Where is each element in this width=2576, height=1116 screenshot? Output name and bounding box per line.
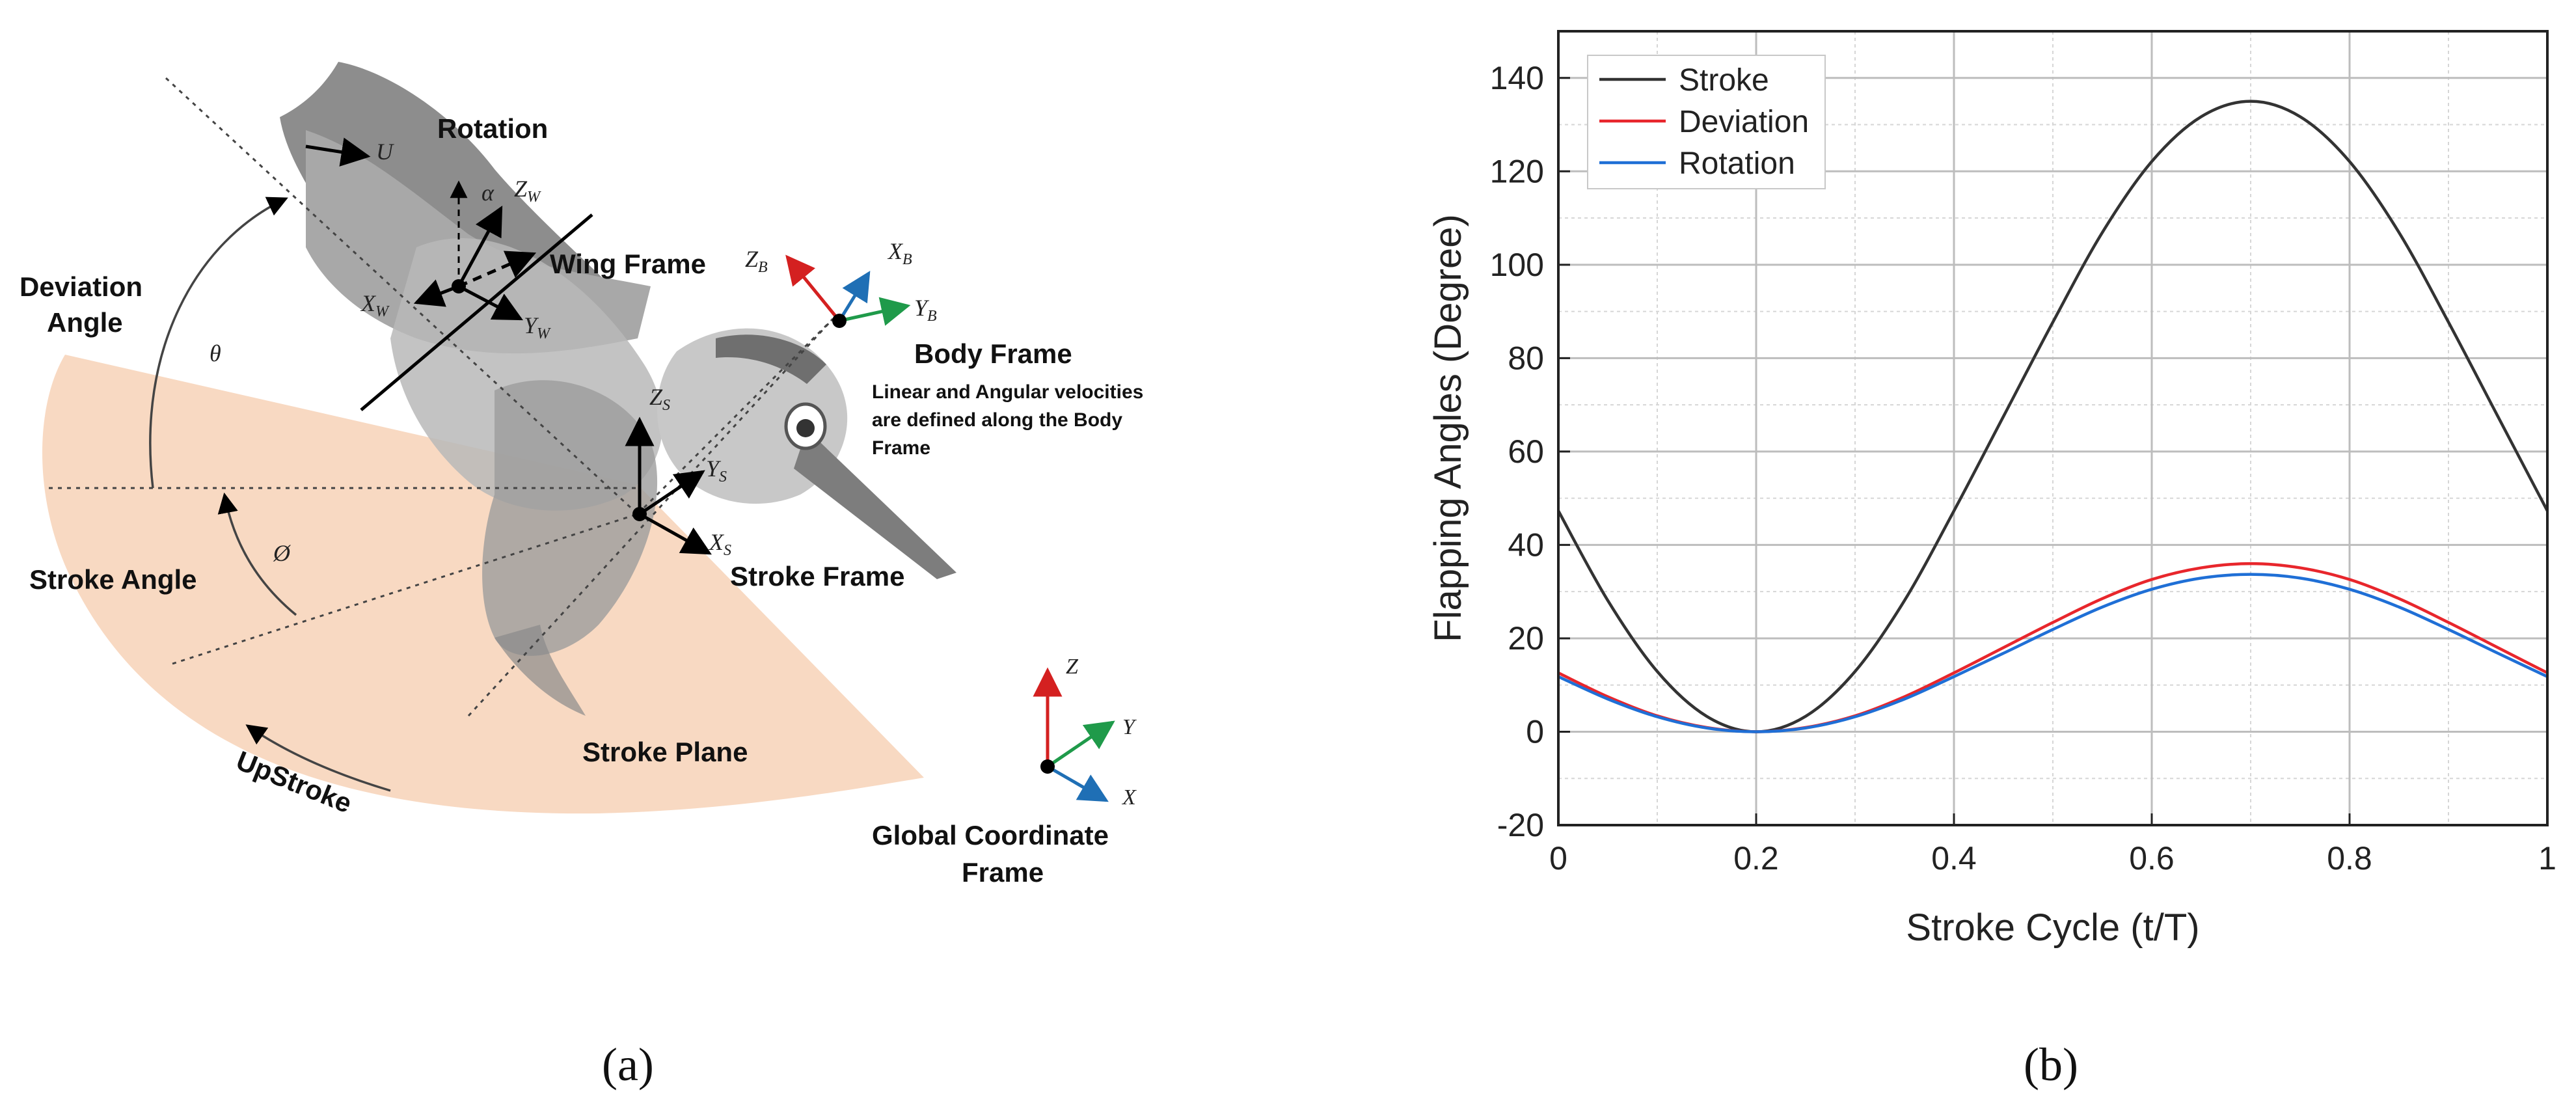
zw-label: ZW [514,176,541,206]
stroke-plane-label: Stroke Plane [582,737,748,767]
x-tick-label: 0.8 [2327,840,2372,877]
global-frame-label-line1: Global Coordinate [872,820,1109,851]
y-tick-label: 80 [1508,340,1544,376]
xb-label: XB [887,238,912,268]
y-tick-label: -20 [1497,807,1544,843]
zb-label: ZB [745,246,768,276]
global-y-label: Y [1122,715,1137,739]
deviation-label-line1: Deviation [20,271,142,302]
body-frame-axes [785,254,911,326]
x-axis-label: Stroke Cycle (t/T) [1906,906,2199,949]
stroke-angle-arc [217,492,297,616]
u-label: U [376,139,394,165]
theta-label: θ [210,340,221,366]
wing-frame-label: Wing Frame [550,249,706,279]
legend-label-stroke: Stroke [1679,63,1769,98]
y-tick-label: 0 [1526,713,1544,750]
y-tick-label: 20 [1508,620,1544,657]
ys-label: YS [706,456,727,485]
global-x-label: X [1121,785,1137,810]
body-frame-label: Body Frame [914,338,1072,369]
wing-frame-axes [305,137,593,411]
stroke-frame-origin [632,507,647,521]
x-tick-label: 0.6 [2129,840,2175,877]
series-line-deviation [1558,562,2549,733]
y-tick-label: 40 [1508,526,1544,563]
panel-a-diagram: Rotation U α ZW Wing Frame XW YW Deviati… [20,62,1143,1091]
phi-label: Ø [273,540,291,566]
global-frame-axes [1033,667,1115,802]
bird-illustration [280,62,956,716]
x-tick-label: 0 [1549,840,1567,877]
body-frame-origin [832,314,847,328]
stroke-frame-label: Stroke Frame [730,561,904,592]
y-tick-label: 120 [1490,153,1544,189]
stroke-angle-label: Stroke Angle [29,564,197,595]
panel-a-caption: (a) [602,1039,654,1091]
plot-area-frame [1557,30,2549,826]
rotation-label: Rotation [437,113,548,144]
legend-label-rotation: Rotation [1679,146,1795,181]
stroke-frame-axes [625,416,712,555]
xw-label: XW [360,290,390,320]
zs-label: ZS [649,384,670,414]
x-tick-label: 0.2 [1733,840,1779,877]
alpha-label: α [481,180,495,206]
global-z-label: Z [1066,655,1079,679]
y-tick-label: 60 [1508,433,1544,470]
yw-label: YW [524,312,551,342]
y-tick-label: 100 [1490,247,1544,283]
xs-label: XS [708,529,731,559]
upstroke-arc [245,724,391,792]
chart-legend: Stroke Deviation Rotation [1587,55,1826,189]
wing-frame-origin [452,279,466,293]
x-tick-label: 0.4 [1931,840,1977,877]
legend-label-deviation: Deviation [1679,105,1809,139]
velocity-note-line1: Linear and Angular velocities [872,381,1143,403]
series-line-rotation [1558,573,2548,733]
panel-b-caption: (b) [2024,1039,2078,1091]
chart-series [1557,100,2549,733]
global-frame-origin [1040,759,1055,774]
deviation-label-line2: Angle [47,307,123,338]
velocity-note-line2: are defined along the Body [872,409,1122,431]
y-axis-label: Flapping Angles (Degree) [1427,214,1469,642]
yb-label: YB [914,295,937,325]
deviation-arc [149,197,288,489]
x-tick-label: 1 [2538,840,2556,877]
global-frame-label-line2: Frame [962,857,1044,888]
construction-lines [49,77,834,717]
series-line-stroke [1557,100,2549,733]
velocity-note-line3: Frame [872,437,930,459]
y-tick-label: 140 [1490,60,1544,96]
